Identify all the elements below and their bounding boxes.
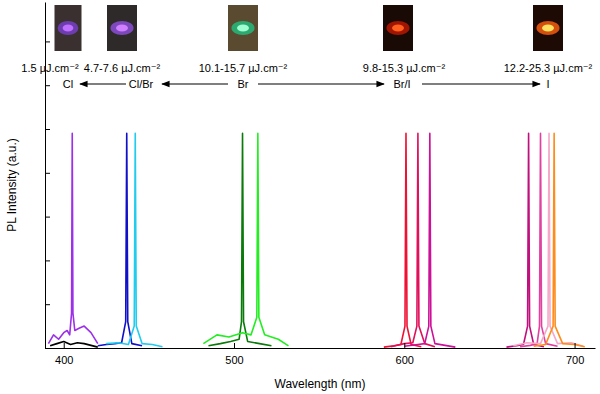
fluence-label: 1.5 µJ.cm⁻² bbox=[21, 62, 79, 74]
arrow bbox=[422, 83, 540, 84]
photo-frame bbox=[228, 5, 258, 51]
x-tick: 600 bbox=[396, 343, 414, 366]
y-tick bbox=[45, 260, 50, 261]
composition-label: Br/I bbox=[393, 78, 410, 90]
spectrum-line bbox=[106, 133, 162, 346]
photo bbox=[55, 5, 82, 51]
x-axis: 400 500 600 700 bbox=[46, 343, 596, 366]
inset-photos bbox=[55, 5, 564, 51]
photo-spot bbox=[237, 25, 249, 32]
y-tick bbox=[45, 173, 50, 174]
y-tick bbox=[45, 217, 50, 218]
y-axis-title: PL Intensity (a.u.) bbox=[5, 138, 19, 232]
composition-label: I bbox=[546, 78, 549, 90]
spectrum-line bbox=[404, 133, 455, 347]
photo bbox=[533, 5, 563, 51]
photo-spot bbox=[392, 25, 404, 32]
y-tick-mark bbox=[45, 173, 50, 174]
photo-frame bbox=[383, 5, 413, 51]
photo-glow bbox=[386, 21, 409, 35]
photo bbox=[228, 5, 258, 51]
spectrum-line bbox=[48, 133, 97, 343]
photo-frame bbox=[55, 5, 82, 51]
photo-frame bbox=[107, 5, 137, 51]
photo-glow bbox=[231, 21, 254, 35]
composition-label: Br bbox=[238, 78, 249, 90]
chart: 400 500 600 700 Wavelength (nm) PL Intensity … bbox=[0, 0, 600, 394]
y-tick-mark bbox=[45, 41, 50, 42]
fluence-label: 9.8-15.3 µJ.cm⁻² bbox=[363, 62, 446, 74]
fluence-label: 12.2-25.3 µJ.cm⁻² bbox=[504, 62, 593, 74]
x-axis-line bbox=[46, 348, 596, 349]
y-tick-mark bbox=[45, 129, 50, 130]
y-tick-mark bbox=[45, 85, 50, 86]
plot-area bbox=[48, 133, 584, 347]
spectrum-line bbox=[534, 133, 585, 346]
composition-label: Cl bbox=[63, 78, 73, 90]
y-tick bbox=[45, 348, 50, 349]
photo-glow bbox=[110, 21, 133, 35]
composition-label: Cl/Br bbox=[129, 78, 154, 90]
y-tick bbox=[45, 304, 50, 305]
spectrum-line bbox=[208, 133, 271, 345]
arrow bbox=[258, 83, 384, 84]
photo bbox=[383, 5, 413, 51]
photo-glow bbox=[58, 21, 79, 35]
y-tick bbox=[45, 129, 50, 130]
fluence-label: 10.1-15.7 µJ.cm⁻² bbox=[199, 62, 288, 74]
x-tick-label: 600 bbox=[396, 354, 414, 366]
x-tick-mark bbox=[404, 343, 405, 348]
x-tick-label: 500 bbox=[225, 354, 243, 366]
spectrum-line bbox=[203, 133, 288, 345]
y-tick-mark bbox=[45, 304, 50, 305]
x-tick-label: 400 bbox=[55, 354, 73, 366]
fluence-label: 4.7-7.6 µJ.cm⁻² bbox=[84, 62, 161, 74]
spectrum-line bbox=[513, 133, 583, 346]
photo-glow bbox=[536, 21, 559, 35]
x-axis-title: Wavelength (nm) bbox=[275, 377, 366, 391]
arrow bbox=[80, 83, 126, 84]
x-tick-label: 700 bbox=[566, 354, 584, 366]
spectrum-line bbox=[50, 341, 98, 347]
y-axis-line bbox=[45, 3, 46, 349]
photo bbox=[107, 5, 137, 51]
y-tick-mark bbox=[45, 217, 50, 218]
x-tick-mark bbox=[64, 343, 65, 348]
photo-spot bbox=[116, 25, 128, 32]
spectrum-line bbox=[520, 133, 557, 346]
y-tick bbox=[45, 41, 50, 42]
photo-frame bbox=[533, 5, 563, 51]
photo-spot bbox=[63, 25, 74, 32]
x-tick: 500 bbox=[225, 343, 243, 366]
annotations: 1.5 µJ.cm⁻² Cl 4.7-7.6 µJ.cm⁻² Cl/Br 10.1-15… bbox=[21, 62, 592, 90]
y-tick-mark bbox=[45, 260, 50, 261]
y-axis bbox=[45, 3, 50, 349]
x-tick-mark bbox=[575, 343, 576, 348]
photo-spot bbox=[542, 25, 554, 32]
x-tick: 400 bbox=[55, 343, 73, 366]
spectrum-line bbox=[506, 133, 543, 347]
x-tick-mark bbox=[234, 343, 235, 348]
y-tick-mark bbox=[45, 348, 50, 349]
spectrum-line bbox=[384, 133, 421, 347]
arrow bbox=[162, 83, 228, 84]
y-tick bbox=[45, 85, 50, 86]
x-tick: 700 bbox=[566, 343, 584, 366]
